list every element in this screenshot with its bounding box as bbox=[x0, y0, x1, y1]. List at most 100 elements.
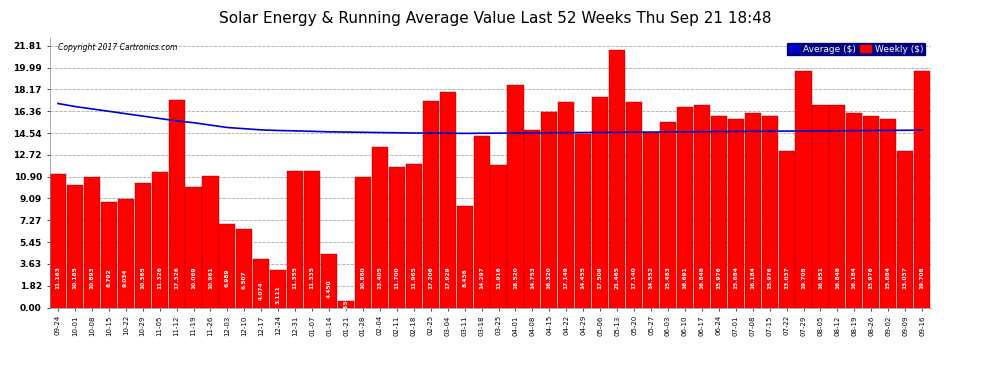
Bar bbox=[897, 151, 913, 308]
Bar bbox=[660, 122, 676, 308]
Text: 13.037: 13.037 bbox=[903, 266, 908, 289]
Text: 17.929: 17.929 bbox=[446, 266, 450, 289]
Bar bbox=[863, 116, 879, 308]
Bar bbox=[744, 113, 760, 308]
Bar bbox=[151, 172, 167, 308]
Text: 14.753: 14.753 bbox=[530, 266, 535, 289]
Bar bbox=[50, 174, 66, 308]
Text: 14.455: 14.455 bbox=[581, 266, 586, 289]
Bar bbox=[84, 177, 100, 308]
Text: 17.206: 17.206 bbox=[429, 266, 434, 289]
Bar bbox=[830, 105, 845, 308]
Bar bbox=[778, 151, 795, 308]
Text: Solar Energy & Running Average Value Last 52 Weeks Thu Sep 21 18:48: Solar Energy & Running Average Value Las… bbox=[219, 11, 771, 26]
Bar bbox=[168, 100, 184, 308]
Text: 6.507: 6.507 bbox=[242, 271, 247, 290]
Text: 6.989: 6.989 bbox=[225, 269, 230, 287]
Bar bbox=[694, 105, 710, 308]
Text: 15.976: 15.976 bbox=[869, 266, 874, 289]
Bar bbox=[118, 199, 134, 308]
Bar bbox=[185, 187, 202, 308]
Bar bbox=[609, 50, 625, 308]
Text: 11.326: 11.326 bbox=[157, 266, 162, 289]
Text: 16.184: 16.184 bbox=[750, 266, 755, 289]
Text: 10.860: 10.860 bbox=[360, 266, 365, 289]
Bar bbox=[304, 171, 320, 308]
Text: 21.465: 21.465 bbox=[615, 266, 620, 289]
Bar bbox=[321, 254, 338, 308]
Bar bbox=[761, 116, 778, 308]
Text: 8.792: 8.792 bbox=[106, 268, 111, 287]
Bar bbox=[592, 98, 608, 308]
Bar bbox=[880, 119, 896, 308]
Text: 17.326: 17.326 bbox=[174, 266, 179, 289]
Bar bbox=[796, 71, 812, 308]
Bar bbox=[914, 71, 931, 308]
Text: 0.554: 0.554 bbox=[344, 296, 348, 315]
Text: 16.851: 16.851 bbox=[818, 266, 823, 289]
Bar bbox=[101, 202, 117, 308]
Bar bbox=[355, 177, 371, 308]
Text: 10.069: 10.069 bbox=[191, 266, 196, 289]
Text: 17.140: 17.140 bbox=[632, 266, 637, 289]
Bar bbox=[575, 134, 591, 308]
Bar bbox=[473, 136, 490, 308]
Text: 14.552: 14.552 bbox=[648, 266, 653, 289]
Text: 11.335: 11.335 bbox=[310, 266, 315, 289]
Text: Copyright 2017 Cartronics.com: Copyright 2017 Cartronics.com bbox=[58, 43, 177, 52]
Text: 15.684: 15.684 bbox=[734, 266, 739, 289]
Bar bbox=[626, 102, 643, 308]
Bar bbox=[813, 105, 829, 308]
Text: 13.037: 13.037 bbox=[784, 266, 789, 289]
Text: 19.708: 19.708 bbox=[801, 266, 806, 289]
Text: 10.365: 10.365 bbox=[141, 266, 146, 289]
Text: 4.074: 4.074 bbox=[258, 281, 263, 300]
Text: 8.436: 8.436 bbox=[462, 268, 467, 287]
Bar bbox=[846, 113, 862, 308]
Bar bbox=[406, 164, 422, 308]
Text: 17.509: 17.509 bbox=[598, 266, 603, 289]
Bar bbox=[372, 147, 388, 308]
Text: 10.893: 10.893 bbox=[89, 266, 94, 289]
Legend: Average ($), Weekly ($): Average ($), Weekly ($) bbox=[786, 42, 926, 56]
Text: 16.691: 16.691 bbox=[682, 266, 687, 289]
Text: 15.483: 15.483 bbox=[665, 266, 670, 289]
Bar bbox=[287, 171, 303, 308]
Text: 11.965: 11.965 bbox=[411, 266, 417, 289]
Bar bbox=[270, 270, 286, 308]
Bar bbox=[237, 230, 252, 308]
Text: 15.976: 15.976 bbox=[717, 266, 722, 289]
Bar bbox=[728, 119, 743, 308]
Text: 11.163: 11.163 bbox=[55, 266, 60, 289]
Text: 15.684: 15.684 bbox=[886, 266, 891, 289]
Bar bbox=[253, 259, 269, 308]
Text: 3.111: 3.111 bbox=[276, 285, 281, 304]
Text: 16.848: 16.848 bbox=[835, 266, 840, 289]
Bar bbox=[525, 130, 541, 308]
Text: 16.184: 16.184 bbox=[851, 266, 857, 289]
Bar bbox=[338, 301, 354, 307]
Text: 14.297: 14.297 bbox=[479, 266, 484, 289]
Bar bbox=[202, 176, 219, 308]
Bar bbox=[220, 224, 236, 308]
Text: 19.708: 19.708 bbox=[920, 266, 925, 289]
Bar bbox=[643, 133, 659, 308]
Text: 16.320: 16.320 bbox=[546, 266, 551, 289]
Text: 15.976: 15.976 bbox=[767, 266, 772, 289]
Text: 18.520: 18.520 bbox=[513, 266, 518, 289]
Bar bbox=[711, 116, 727, 308]
Text: 13.405: 13.405 bbox=[377, 266, 382, 289]
Text: 10.185: 10.185 bbox=[72, 266, 77, 289]
Bar bbox=[440, 92, 455, 308]
Text: 16.848: 16.848 bbox=[699, 266, 704, 289]
Text: 11.700: 11.700 bbox=[394, 266, 399, 289]
Bar bbox=[67, 185, 83, 308]
Text: 4.450: 4.450 bbox=[327, 279, 332, 298]
Text: 11.916: 11.916 bbox=[496, 266, 501, 289]
Bar bbox=[389, 167, 405, 308]
Bar bbox=[508, 85, 524, 308]
Bar bbox=[423, 101, 439, 308]
Bar bbox=[542, 112, 557, 308]
Bar bbox=[677, 107, 693, 308]
Text: 11.355: 11.355 bbox=[293, 266, 298, 289]
